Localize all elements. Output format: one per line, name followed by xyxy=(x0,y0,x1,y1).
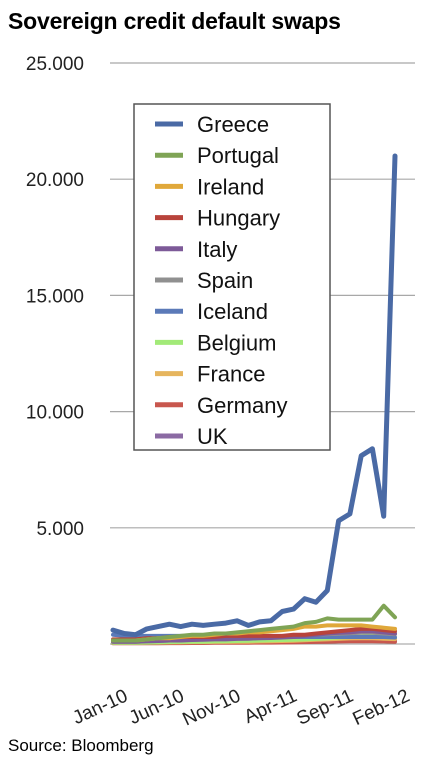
legend: Greece Portugal Ireland Hungary Italy Spain Ic… xyxy=(133,103,331,451)
y-tick-label: 5.000 xyxy=(36,519,84,540)
legend-label-iceland: Iceland xyxy=(197,299,268,324)
series-line-portugal xyxy=(111,603,397,643)
legend-label-portugal: Portugal xyxy=(197,143,279,168)
x-tick-label: Apr-11 xyxy=(241,685,300,728)
legend-label-belgium: Belgium xyxy=(197,330,276,355)
legend-label-france: France xyxy=(197,362,265,387)
source-note: Source: Bloomberg xyxy=(8,736,154,755)
y-tick-label: 20.000 xyxy=(26,170,84,191)
x-tick-label: Sep-11 xyxy=(294,685,357,729)
y-tick-label: 15.000 xyxy=(26,286,84,307)
legend-label-uk: UK xyxy=(197,424,228,449)
legend-label-germany: Germany xyxy=(197,393,287,418)
x-tick-label: Jan-10 xyxy=(70,685,132,729)
chart-title: Sovereign credit default swaps xyxy=(8,8,341,34)
x-tick-label: Nov-10 xyxy=(180,685,244,730)
legend-label-spain: Spain xyxy=(197,268,253,293)
legend-box xyxy=(133,103,331,451)
legend-label-italy: Italy xyxy=(197,237,237,262)
x-tick-label: Jun-10 xyxy=(126,685,188,729)
series-lines xyxy=(110,153,398,646)
y-tick-label: 25.000 xyxy=(26,54,84,75)
series-line-greece xyxy=(110,153,398,638)
legend-label-greece: Greece xyxy=(197,112,269,137)
series-line-italy xyxy=(111,629,397,644)
legend-label-hungary: Hungary xyxy=(197,206,280,231)
legend-label-ireland: Ireland xyxy=(197,174,264,199)
x-tick-label: Feb-12 xyxy=(350,685,413,729)
y-axis-ticks: 5.000 10.000 15.000 20.000 25.000 xyxy=(26,54,84,540)
y-tick-label: 10.000 xyxy=(26,403,84,424)
